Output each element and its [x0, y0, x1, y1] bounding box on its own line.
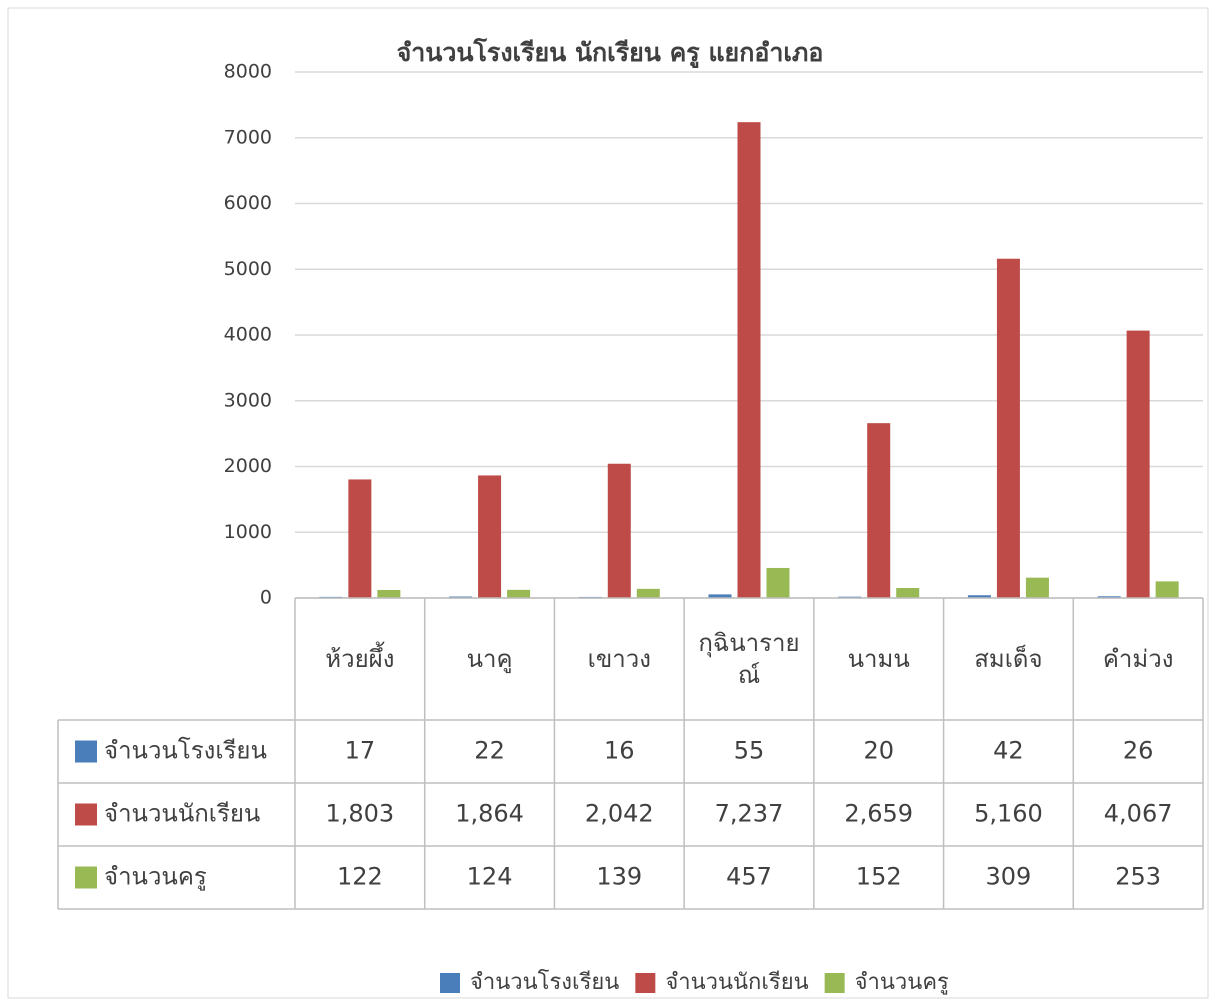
bar: [708, 594, 732, 598]
legend-swatch: [824, 973, 845, 993]
legend-key: [75, 866, 97, 889]
legend-swatch: [440, 973, 460, 993]
table-value: 122: [337, 863, 383, 891]
y-tick-label: 6000: [224, 192, 272, 214]
table-value: 55: [734, 737, 765, 765]
table-row-label: จำนวนโรงเรียน: [104, 737, 267, 765]
legend-swatch: [635, 973, 656, 993]
table-value: 152: [856, 863, 902, 891]
x-tick-label: เขาวง: [587, 644, 651, 673]
x-tick-label: สมเด็จ: [974, 644, 1043, 673]
table-value: 1,864: [455, 800, 524, 828]
bar: [867, 423, 891, 598]
table-value: 26: [1123, 737, 1154, 765]
y-tick-label: 8000: [224, 61, 272, 83]
y-tick-label: 2000: [224, 455, 272, 477]
table-row-label: จำนวนนักเรียน: [104, 800, 260, 828]
y-tick-label: 0: [260, 587, 272, 609]
y-tick-label: 7000: [224, 126, 272, 148]
table-value: 20: [863, 737, 894, 765]
bar: [737, 122, 761, 599]
bar: [766, 567, 790, 598]
table-value: 2,659: [844, 800, 913, 828]
x-tick-cell: ห้วยผึ้ง: [325, 644, 395, 673]
legend-key: [75, 803, 97, 826]
table-value: 17: [345, 737, 376, 765]
x-tick-label: คำม่วง: [1102, 644, 1174, 673]
bar: [507, 589, 531, 598]
x-tick-cell: นามน: [847, 644, 910, 673]
table-value: 2,042: [585, 800, 654, 828]
table-value: 309: [986, 863, 1032, 891]
x-tick-cell: นาคู: [466, 644, 513, 673]
bar: [1097, 596, 1121, 598]
table-value: 42: [993, 737, 1024, 765]
table-value: 139: [596, 863, 642, 891]
table-value: 4,067: [1104, 800, 1173, 828]
bar: [377, 589, 401, 598]
x-tick-label: นาคู: [466, 644, 513, 673]
x-tick-cell: สมเด็จ: [974, 644, 1043, 673]
legend-label: จำนวนครู: [855, 970, 949, 995]
y-tick-label: 3000: [224, 389, 272, 411]
y-tick-label: 1000: [224, 521, 272, 543]
table-value: 7,237: [715, 800, 784, 828]
x-tick-cell: กุฉินารายณ์: [698, 628, 800, 689]
table-row-label: จำนวนครู: [104, 863, 207, 892]
table-value: 1,803: [325, 800, 394, 828]
bar: [967, 595, 991, 598]
x-tick-cell: คำม่วง: [1102, 644, 1174, 673]
bar: [348, 479, 372, 598]
legend-label: จำนวนโรงเรียน: [470, 969, 619, 995]
y-tick-label: 5000: [224, 258, 272, 280]
chart-title: จำนวนโรงเรียน นักเรียน ครู แยกอำเภอ: [397, 37, 824, 69]
bar: [1025, 577, 1049, 598]
table-value: 16: [604, 737, 635, 765]
x-tick-label: ห้วยผึ้ง: [325, 644, 395, 673]
table-value: 124: [467, 863, 513, 891]
table-value: 22: [474, 737, 505, 765]
table-value: 253: [1115, 863, 1161, 891]
x-tick-cell: เขาวง: [587, 644, 651, 673]
x-tick-label: นามน: [847, 644, 910, 673]
bar: [1155, 581, 1179, 598]
x-tick-label: กุฉินารายณ์: [698, 628, 800, 689]
bar: [478, 475, 502, 598]
bar: [896, 588, 920, 598]
table-value: 457: [726, 863, 772, 891]
bar: [996, 258, 1020, 598]
bar: [636, 588, 660, 598]
bar: [1126, 330, 1150, 598]
bar: [607, 463, 631, 598]
table-value: 5,160: [974, 800, 1043, 828]
legend-key: [75, 740, 97, 763]
y-tick-label: 4000: [224, 324, 272, 346]
legend-label: จำนวนนักเรียน: [665, 970, 808, 995]
